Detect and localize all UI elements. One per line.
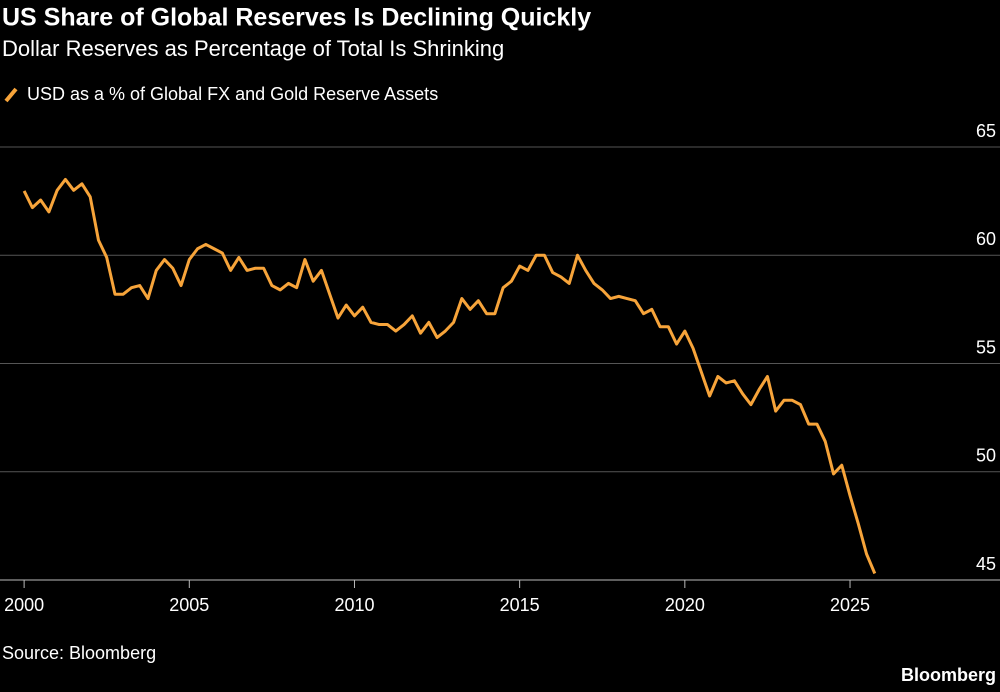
legend-swatch (4, 87, 18, 103)
x-tick-label: 2015 (500, 595, 540, 615)
y-tick-label: 60 (976, 229, 996, 249)
x-tick-label: 2000 (4, 595, 44, 615)
brand: Bloomberg (901, 665, 996, 685)
chart-title: US Share of Global Reserves Is Declining… (2, 4, 591, 32)
x-tick-label: 2020 (665, 595, 705, 615)
y-tick-label: 45 (976, 554, 996, 574)
x-tick-label: 2010 (334, 595, 374, 615)
y-tick-label: 55 (976, 337, 996, 357)
data-line (22, 177, 877, 575)
x-tick-label: 2005 (169, 595, 209, 615)
legend-label: USD as a % of Global FX and Gold Reserve… (27, 84, 438, 104)
y-tick-label: 65 (976, 121, 996, 141)
chart-subtitle: Dollar Reserves as Percentage of Total I… (2, 36, 504, 61)
x-tick-label: 2025 (830, 595, 870, 615)
source: Source: Bloomberg (2, 643, 156, 663)
y-tick-label: 50 (976, 446, 996, 466)
